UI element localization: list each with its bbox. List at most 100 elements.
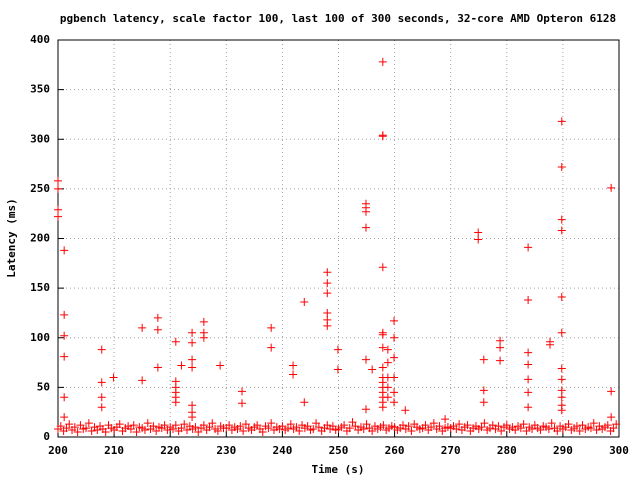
point [289, 370, 298, 379]
point [60, 413, 69, 422]
point [404, 422, 413, 431]
point [109, 373, 118, 382]
point [60, 246, 69, 255]
point [138, 323, 147, 332]
point [379, 421, 388, 430]
x-tick-label: 280 [497, 444, 517, 457]
point [524, 388, 533, 397]
point [383, 393, 392, 402]
point [180, 420, 189, 429]
point [557, 406, 566, 415]
point [54, 212, 62, 221]
point [323, 321, 332, 330]
point [65, 420, 74, 429]
point [524, 375, 533, 384]
point [225, 421, 234, 430]
point [557, 375, 566, 384]
point [143, 419, 152, 428]
point [340, 421, 349, 430]
point [421, 421, 430, 430]
point [199, 421, 208, 430]
point [435, 422, 444, 431]
point [524, 360, 533, 369]
point [479, 398, 488, 407]
point [300, 298, 309, 307]
x-tick-label: 260 [385, 444, 405, 457]
point [236, 422, 245, 431]
y-tick-label: 50 [37, 380, 50, 393]
point [589, 419, 598, 428]
point [390, 316, 399, 325]
point [544, 425, 553, 434]
point [474, 228, 483, 237]
point [160, 421, 169, 430]
point [171, 421, 180, 430]
point [171, 398, 180, 407]
point [97, 345, 106, 354]
point [149, 422, 158, 431]
point [607, 183, 616, 192]
x-tick-label: 220 [160, 444, 180, 457]
point [129, 421, 138, 430]
point [383, 345, 392, 354]
point [267, 343, 276, 352]
point [545, 340, 554, 349]
x-tick-label: 250 [329, 444, 349, 457]
x-tick-label: 270 [441, 444, 461, 457]
y-tick-label: 100 [30, 331, 50, 344]
point [188, 401, 197, 410]
point [153, 363, 162, 372]
point [323, 268, 332, 277]
x-axis-label: Time (s) [312, 463, 365, 476]
point [60, 352, 69, 361]
point [359, 425, 368, 434]
point [607, 413, 616, 422]
point [286, 420, 295, 429]
x-tick-label: 290 [553, 444, 573, 457]
point [97, 378, 106, 387]
point [115, 420, 124, 429]
point [199, 333, 208, 342]
point [524, 243, 533, 252]
point [494, 422, 503, 431]
point [603, 421, 612, 430]
point [101, 428, 110, 437]
point [519, 420, 528, 429]
point [407, 427, 416, 436]
y-tick-label: 350 [30, 83, 50, 96]
point [572, 422, 581, 431]
point [60, 393, 69, 402]
point [309, 425, 318, 434]
point [191, 423, 200, 432]
y-axis-label: Latency (ms) [5, 198, 18, 277]
x-tick-label: 210 [104, 444, 124, 457]
y-tick-label: 300 [30, 132, 50, 145]
point [383, 383, 392, 392]
point [553, 427, 562, 436]
point [54, 205, 62, 214]
point [564, 420, 573, 429]
y-tick-label: 250 [30, 182, 50, 195]
point [479, 386, 488, 395]
point [557, 328, 566, 337]
point [323, 308, 332, 317]
point [323, 279, 332, 288]
point [547, 419, 556, 428]
point [188, 363, 197, 372]
point [97, 393, 106, 402]
point [264, 424, 273, 433]
point [73, 428, 82, 437]
point [54, 176, 62, 185]
point [524, 296, 533, 305]
point [390, 333, 399, 342]
point [295, 427, 304, 436]
point [474, 235, 483, 244]
point [267, 323, 276, 332]
point [479, 355, 488, 364]
point [378, 263, 387, 272]
point [213, 427, 222, 436]
point [188, 413, 197, 422]
point [60, 331, 69, 340]
